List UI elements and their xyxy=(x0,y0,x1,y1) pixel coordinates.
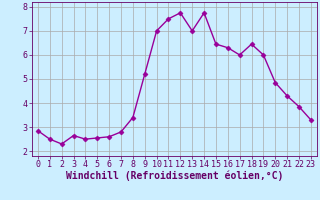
X-axis label: Windchill (Refroidissement éolien,°C): Windchill (Refroidissement éolien,°C) xyxy=(66,171,283,181)
